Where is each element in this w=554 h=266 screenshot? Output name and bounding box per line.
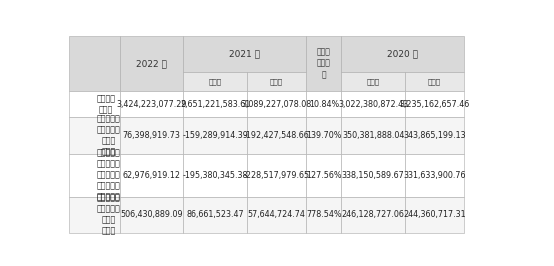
Text: 127.56%: 127.56% [306, 171, 342, 180]
Text: -195,380,345.38: -195,380,345.38 [182, 171, 248, 180]
Text: 139.70%: 139.70% [306, 131, 342, 140]
Bar [120, 118, 183, 153]
Bar [120, 36, 183, 91]
Text: 338,150,589.67: 338,150,589.67 [342, 171, 404, 180]
Bar [120, 91, 183, 118]
Bar [183, 153, 247, 197]
Bar [69, 91, 120, 118]
Text: 778.54%: 778.54% [306, 210, 342, 219]
Text: 76,398,919.73: 76,398,919.73 [123, 131, 181, 140]
Bar [341, 153, 405, 197]
Bar [183, 118, 247, 153]
Text: 2021 年: 2021 年 [229, 49, 260, 59]
Bar [405, 72, 464, 91]
Bar [69, 197, 120, 233]
Bar [247, 91, 306, 118]
Text: 2020 年: 2020 年 [387, 49, 418, 59]
Text: 343,865,199.13: 343,865,199.13 [403, 131, 466, 140]
Text: -192,427,548.66: -192,427,548.66 [244, 131, 310, 140]
Text: 2,651,221,583.61: 2,651,221,583.61 [180, 99, 250, 109]
Bar [247, 118, 306, 153]
Bar [247, 72, 306, 91]
Bar [405, 91, 464, 118]
Text: -159,289,914.39: -159,289,914.39 [182, 131, 248, 140]
Text: 246,128,727.06: 246,128,727.06 [342, 210, 404, 219]
Bar [306, 153, 341, 197]
Bar [247, 153, 306, 197]
Bar [341, 72, 405, 91]
Text: 57,644,724.74: 57,644,724.74 [248, 210, 306, 219]
Bar [69, 153, 120, 197]
Text: 3,089,227,078.08: 3,089,227,078.08 [242, 99, 312, 109]
Text: 10.84%: 10.84% [309, 99, 339, 109]
Text: 506,430,889.09: 506,430,889.09 [120, 210, 183, 219]
Text: 归属于上市
公司股东的
扣除非经常
性损益的净
利润（元）: 归属于上市 公司股东的 扣除非经常 性损益的净 利润（元） [97, 148, 120, 202]
Text: 经营活动产
生的现金流
量净额
（元）: 经营活动产 生的现金流 量净额 （元） [97, 193, 120, 236]
Text: 本年比
上年增
减: 本年比 上年增 减 [317, 48, 331, 79]
Text: 350,381,888.04: 350,381,888.04 [342, 131, 404, 140]
Bar [306, 36, 341, 91]
Text: 营业收入
（元）: 营业收入 （元） [97, 94, 116, 114]
Bar [247, 197, 306, 233]
Text: 调整后: 调整后 [428, 78, 441, 85]
Text: 3,235,162,657.46: 3,235,162,657.46 [399, 99, 470, 109]
Bar [341, 36, 464, 72]
Bar [405, 153, 464, 197]
Bar [69, 36, 120, 91]
Text: 3,424,223,077.29: 3,424,223,077.29 [116, 99, 187, 109]
Text: 331,633,900.76: 331,633,900.76 [403, 171, 466, 180]
Text: 2022 年: 2022 年 [136, 59, 167, 68]
Text: 62,976,919.12: 62,976,919.12 [122, 171, 181, 180]
Bar [183, 91, 247, 118]
Bar [120, 153, 183, 197]
Text: 调整前: 调整前 [209, 78, 222, 85]
Bar [183, 72, 247, 91]
Bar [306, 91, 341, 118]
Bar [341, 118, 405, 153]
Text: 调整前: 调整前 [367, 78, 380, 85]
Bar [306, 197, 341, 233]
Text: 86,661,523.47: 86,661,523.47 [186, 210, 244, 219]
Text: 3,022,380,872.43: 3,022,380,872.43 [338, 99, 408, 109]
Bar [341, 91, 405, 118]
Bar [69, 118, 120, 153]
Bar [120, 197, 183, 233]
Text: 244,360,717.31: 244,360,717.31 [403, 210, 466, 219]
Bar [183, 197, 247, 233]
Text: 归属于上市
公司股东的
净利润
（元）: 归属于上市 公司股东的 净利润 （元） [97, 114, 120, 157]
Bar [183, 36, 306, 72]
Bar [306, 118, 341, 153]
Text: -228,517,979.65: -228,517,979.65 [244, 171, 310, 180]
Bar [405, 118, 464, 153]
Text: 调整后: 调整后 [270, 78, 283, 85]
Bar [341, 197, 405, 233]
Bar [405, 197, 464, 233]
